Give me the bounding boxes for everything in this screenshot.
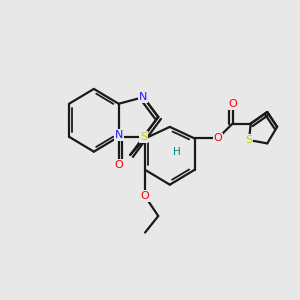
Text: N: N <box>139 92 148 102</box>
Text: O: O <box>114 160 123 170</box>
Text: N: N <box>114 130 123 140</box>
Text: O: O <box>213 134 222 143</box>
Text: S: S <box>140 132 147 142</box>
Text: H: H <box>172 147 180 157</box>
Text: O: O <box>141 191 149 201</box>
Text: O: O <box>228 99 237 109</box>
Text: S: S <box>245 135 253 145</box>
